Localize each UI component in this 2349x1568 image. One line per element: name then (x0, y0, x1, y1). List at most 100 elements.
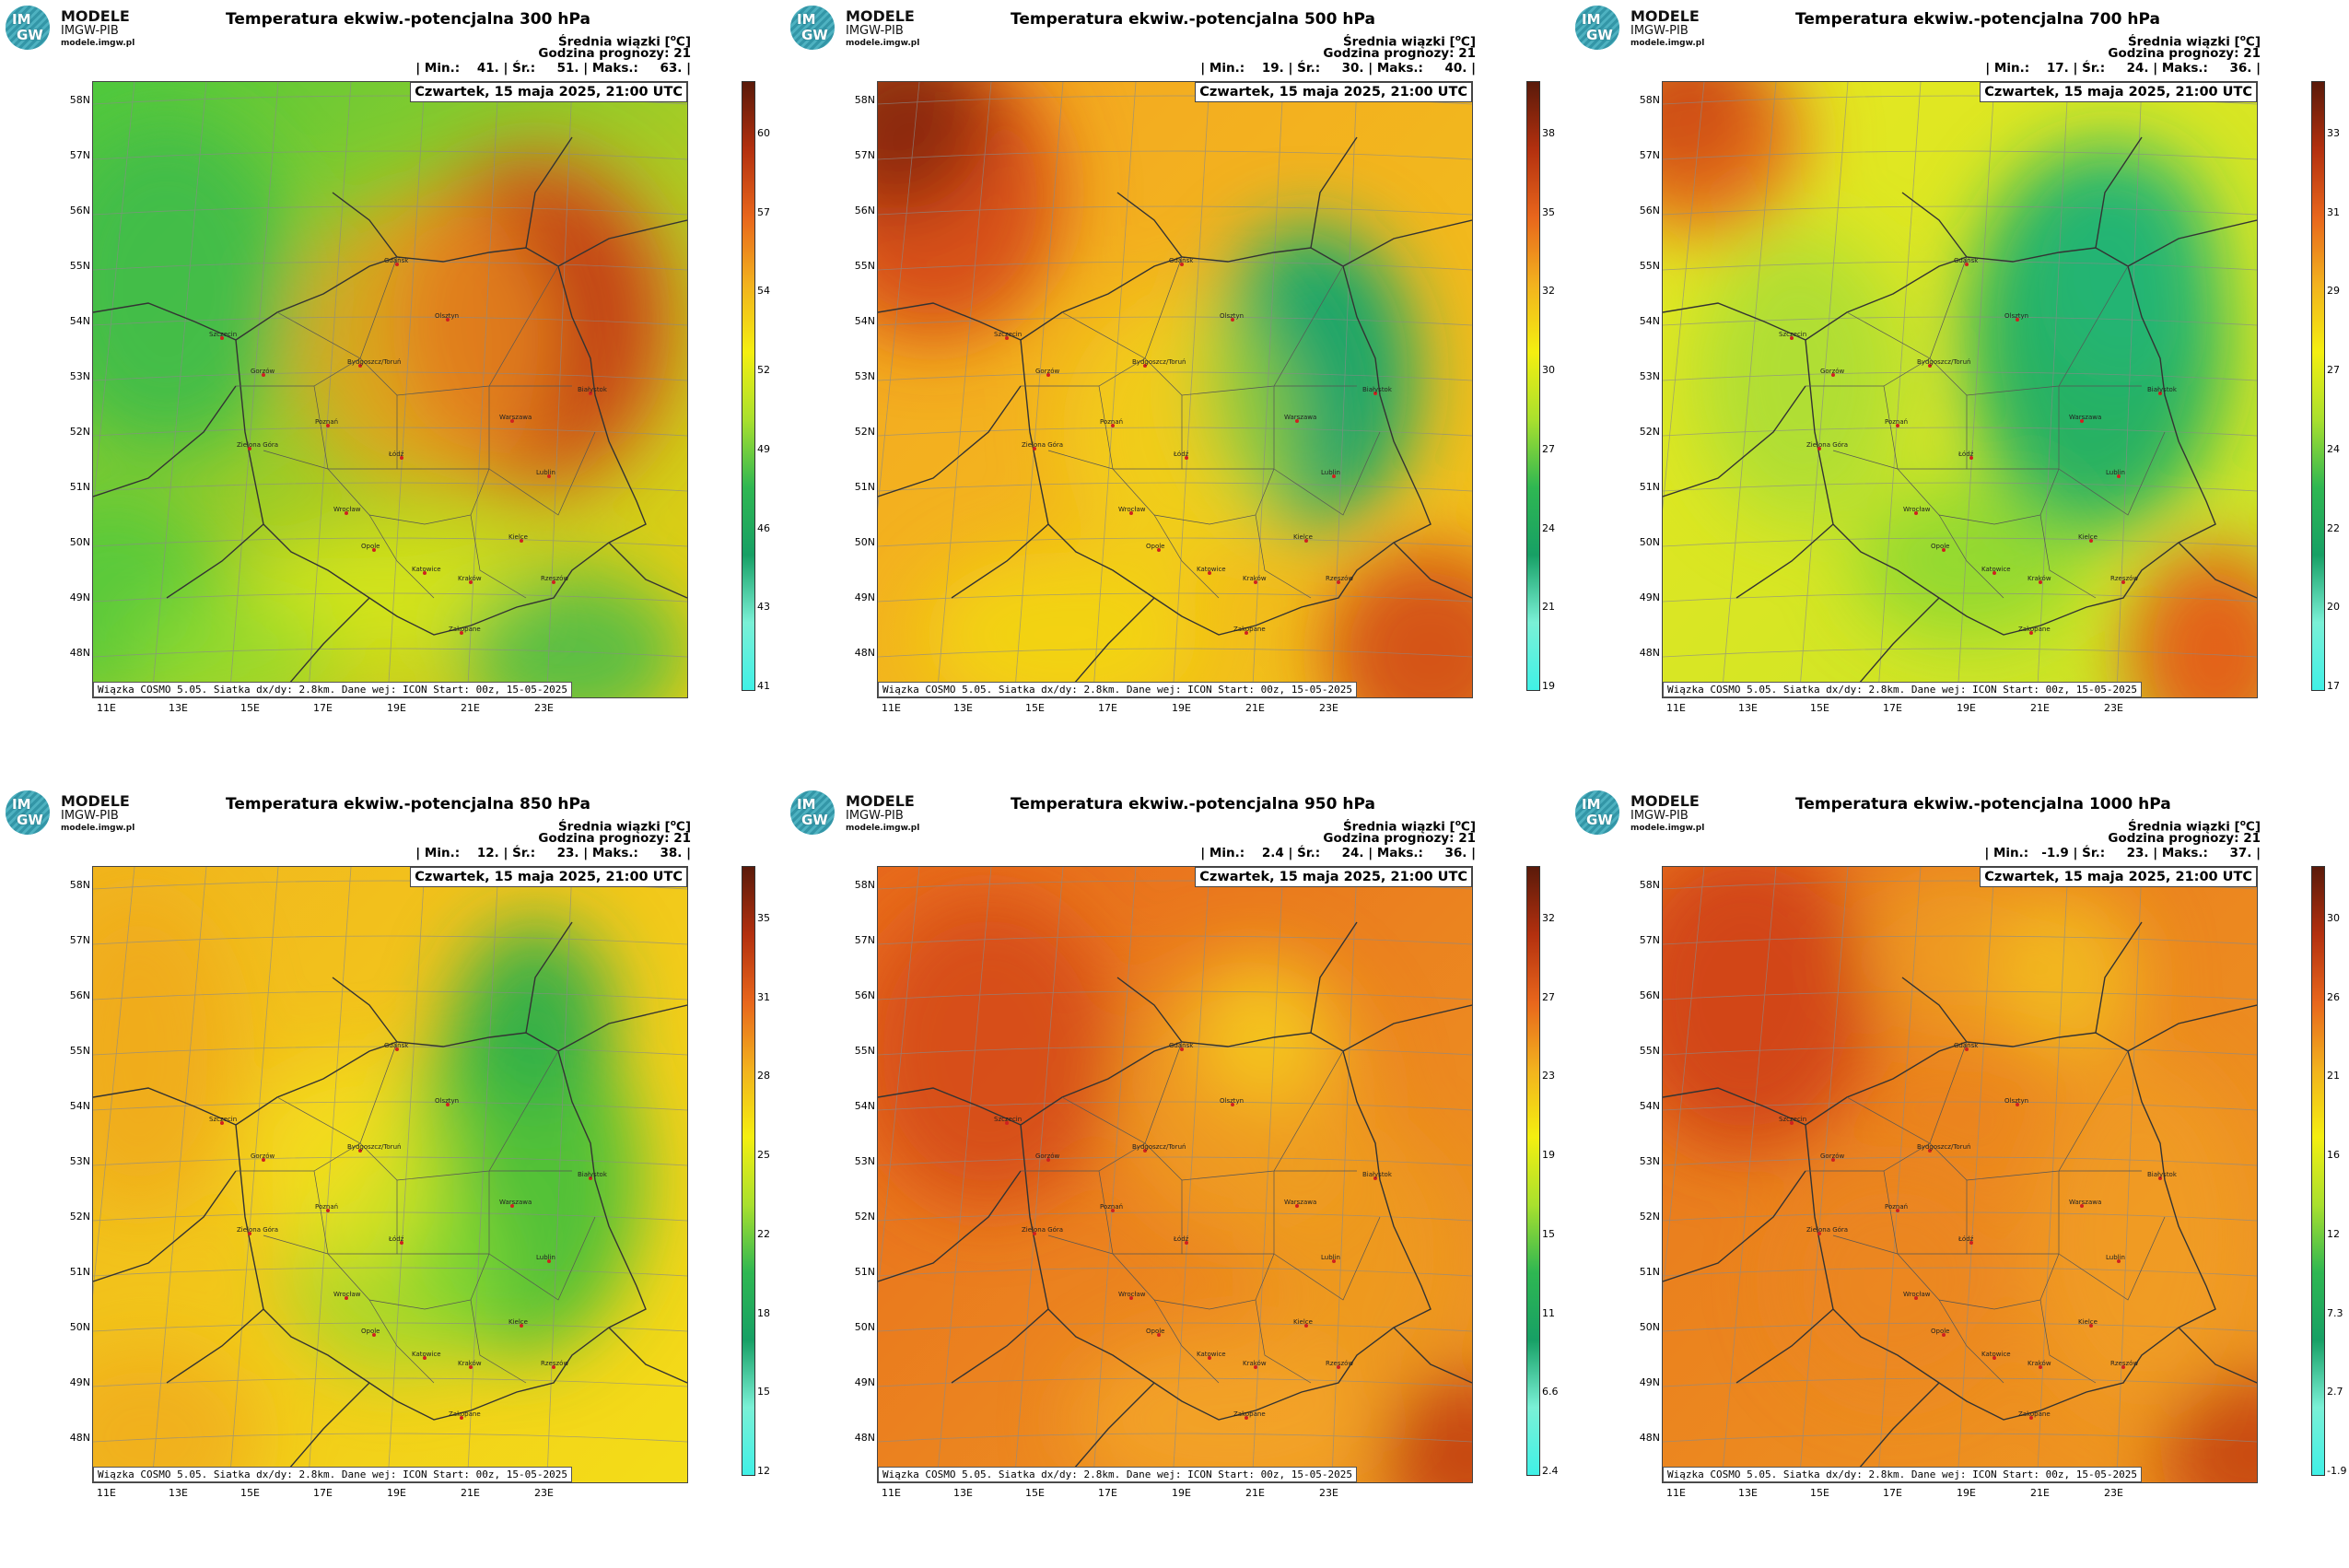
city-label: Szczecin (209, 1116, 238, 1123)
city-marker (2117, 1259, 2121, 1263)
logo-badge-icon: IM GW (6, 6, 50, 50)
logo-badge-text: IM (797, 11, 816, 28)
colorbar-tick: 41 (757, 680, 770, 692)
imgw-logo[interactable]: IM GW MODELE IMGW-PIB modele.imgw.pl (6, 790, 144, 837)
forecast-panel: IM GW MODELE IMGW-PIB modele.imgw.pl Temperat… (0, 0, 783, 783)
latitude-tick: 53N (854, 370, 875, 382)
latitude-tick: 56N (854, 989, 875, 1001)
unit-text: C] (2245, 819, 2261, 835)
imgw-logo[interactable]: IM GW MODELE IMGW-PIB modele.imgw.pl (1575, 6, 1713, 52)
longitude-tick: 19E (387, 1487, 406, 1499)
city-marker (2080, 1204, 2084, 1208)
heatmap-area[interactable]: Gdańsk Olsztyn Szczecin Bydgoszcz/Toruń Biał… (92, 866, 688, 1483)
city-label: Bydgoszcz/Toruń (347, 358, 402, 366)
city-label: Szczecin (994, 1116, 1023, 1123)
city-label: Warszawa (1284, 414, 1317, 421)
city-label: Zakopane (1233, 1410, 1266, 1418)
latitude-tick: 49N (69, 591, 90, 603)
degree-symbol: o (1455, 34, 1461, 43)
valid-time-box: Czwartek, 15 maja 2025, 21:00 UTC (1195, 82, 1472, 102)
city-label: Białystok (1362, 386, 1392, 393)
longitude-tick: 17E (1098, 1487, 1117, 1499)
city-marker (326, 424, 330, 427)
city-marker (262, 1158, 265, 1162)
city-label: Katowice (1197, 566, 1226, 573)
imgw-logo[interactable]: IM GW MODELE IMGW-PIB modele.imgw.pl (1575, 790, 1713, 837)
forecast-hour: Godzina prognozy: 21 (2108, 46, 2261, 61)
longitude-tick: 23E (534, 702, 554, 714)
city-marker (589, 1176, 592, 1180)
latitude-tick: 48N (69, 647, 90, 659)
heatmap-area[interactable]: Gdańsk Olsztyn Szczecin Bydgoszcz/Toruń Biał… (1662, 81, 2258, 698)
city-marker (1231, 1103, 1234, 1106)
heatmap-area[interactable]: Gdańsk Olsztyn Szczecin Bydgoszcz/Toruń Biał… (877, 81, 1473, 698)
latitude-tick: 54N (69, 315, 90, 327)
longitude-tick: 17E (1883, 1487, 1902, 1499)
field-region (2160, 1374, 2257, 1482)
latitude-tick: 48N (69, 1432, 90, 1444)
city-marker (423, 1356, 427, 1360)
city-marker (1208, 571, 1211, 575)
city-marker (1790, 336, 1794, 340)
latitude-tick: 53N (854, 1155, 875, 1167)
latitude-tick: 49N (69, 1376, 90, 1388)
colorbar-tick: 15 (757, 1386, 770, 1398)
colorbar-tick: 32 (1542, 912, 1555, 924)
city-label: Szczecin (1779, 331, 1807, 338)
latitude-tick: 48N (1639, 1432, 1660, 1444)
city-label: Gorzów (251, 368, 275, 375)
heatmap-field (93, 82, 687, 697)
city-marker (1180, 1047, 1184, 1051)
latitude-tick: 49N (1639, 1376, 1660, 1388)
colorbar-tick: 27 (1542, 990, 1555, 1003)
field-region (457, 575, 687, 697)
latitude-tick: 48N (854, 647, 875, 659)
field-region (1778, 1166, 2008, 1397)
field-region (457, 922, 614, 1106)
city-label: Olsztyn (1220, 1097, 1245, 1105)
city-label: Olsztyn (435, 312, 460, 320)
city-marker (1817, 1232, 1821, 1235)
model-info-box: Wiązka COSMO 5.05. Siatka dx/dy: 2.8km. … (878, 1467, 1357, 1482)
colorbar-tick: -1.9 (2327, 1465, 2347, 1477)
city-label: Łódź (389, 1235, 404, 1243)
country-borders (93, 136, 687, 697)
city-marker (446, 318, 450, 322)
city-marker (1831, 1158, 1835, 1162)
city-label: Poznań (1885, 418, 1909, 426)
longitude-tick: 11E (882, 1487, 901, 1499)
valid-time-box: Czwartek, 15 maja 2025, 21:00 UTC (1195, 867, 1472, 887)
heatmap-field (878, 867, 1472, 1482)
city-label: Zielona Góra (237, 1226, 279, 1234)
city-marker (552, 1365, 555, 1369)
latitude-tick: 50N (1639, 1321, 1660, 1333)
latitude-tick: 49N (1639, 591, 1660, 603)
latitude-tick: 52N (1639, 426, 1660, 438)
valid-time-box: Czwartek, 15 maja 2025, 21:00 UTC (410, 82, 687, 102)
city-label: Wrocław (1903, 1291, 1931, 1298)
latitude-tick: 57N (854, 149, 875, 161)
city-label: Zakopane (2018, 1410, 2051, 1418)
heatmap-area[interactable]: Gdańsk Olsztyn Szczecin Bydgoszcz/Toruń Biał… (877, 866, 1473, 1483)
colorbar-tick: 22 (2327, 521, 2340, 534)
city-label: Poznań (315, 418, 339, 426)
imgw-logo[interactable]: IM GW MODELE IMGW-PIB modele.imgw.pl (790, 6, 929, 52)
field-region (924, 552, 1200, 697)
city-marker (446, 1103, 450, 1106)
city-marker (1245, 1416, 1248, 1420)
colorbar-tick: 25 (757, 1149, 770, 1162)
heatmap-area[interactable]: Gdańsk Olsztyn Szczecin Bydgoszcz/Toruń Biał… (92, 81, 688, 698)
colorbar-tick: 26 (2327, 990, 2340, 1003)
colorbar-tick: 2.4 (1542, 1465, 1559, 1477)
panel-title: Temperatura ekwiw.-potencjalna 500 hPa (1011, 10, 1375, 29)
city-label: Lublin (536, 1254, 555, 1261)
panel-title: Temperatura ekwiw.-potencjalna 1000 hPa (1795, 795, 2171, 813)
heatmap-area[interactable]: Gdańsk Olsztyn Szczecin Bydgoszcz/Toruń Biał… (1662, 866, 2258, 1483)
city-label: Warszawa (499, 414, 532, 421)
imgw-logo[interactable]: IM GW MODELE IMGW-PIB modele.imgw.pl (790, 790, 929, 837)
voivodeship-borders (1021, 1041, 1381, 1384)
imgw-logo[interactable]: IM GW MODELE IMGW-PIB modele.imgw.pl (6, 6, 144, 52)
city-label: Szczecin (1779, 1116, 1807, 1123)
city-marker (1033, 447, 1036, 451)
city-marker (1896, 1209, 1899, 1212)
